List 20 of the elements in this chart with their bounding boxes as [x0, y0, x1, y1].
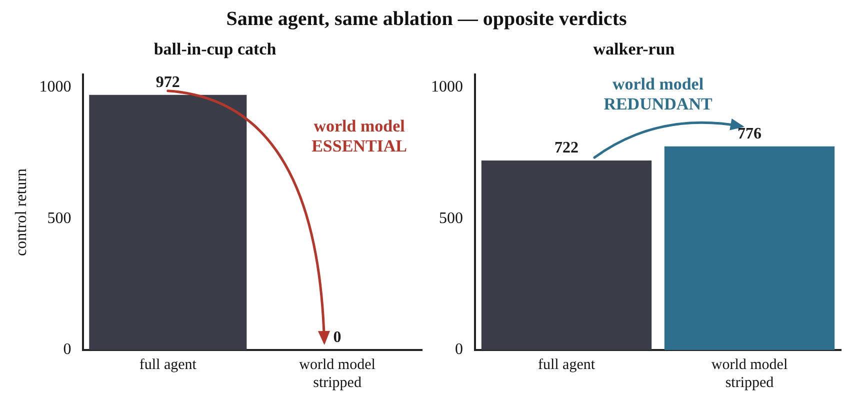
y-tick-label: 1000	[431, 78, 463, 96]
data-label: 776	[738, 125, 762, 142]
y-tick-label: 500	[47, 210, 72, 227]
y-tick-label: 0	[455, 341, 463, 358]
data-label: 0	[333, 329, 342, 346]
annotation: world model REDUNDANT	[604, 74, 713, 114]
text: Same agent, same ablation — opposite verdicts	[225, 8, 628, 32]
data-label: 972	[156, 74, 180, 92]
y-axis-title: control return	[12, 168, 30, 256]
annotation: world model ESSENTIAL	[312, 116, 408, 156]
x-tick-label: world model stripped	[711, 356, 788, 391]
y-tick-label: 1000	[39, 78, 72, 96]
x-tick-label: full agent	[139, 356, 198, 373]
chart-title: ball-in-cup catch	[154, 40, 277, 59]
data-label: 722	[554, 140, 578, 157]
x-tick-label: full agent	[538, 356, 596, 373]
x-tick-label: world model stripped	[299, 356, 376, 391]
chart-title: walker-run	[593, 40, 676, 59]
y-tick-label: 500	[439, 210, 463, 227]
y-tick-label: 0	[63, 341, 72, 358]
